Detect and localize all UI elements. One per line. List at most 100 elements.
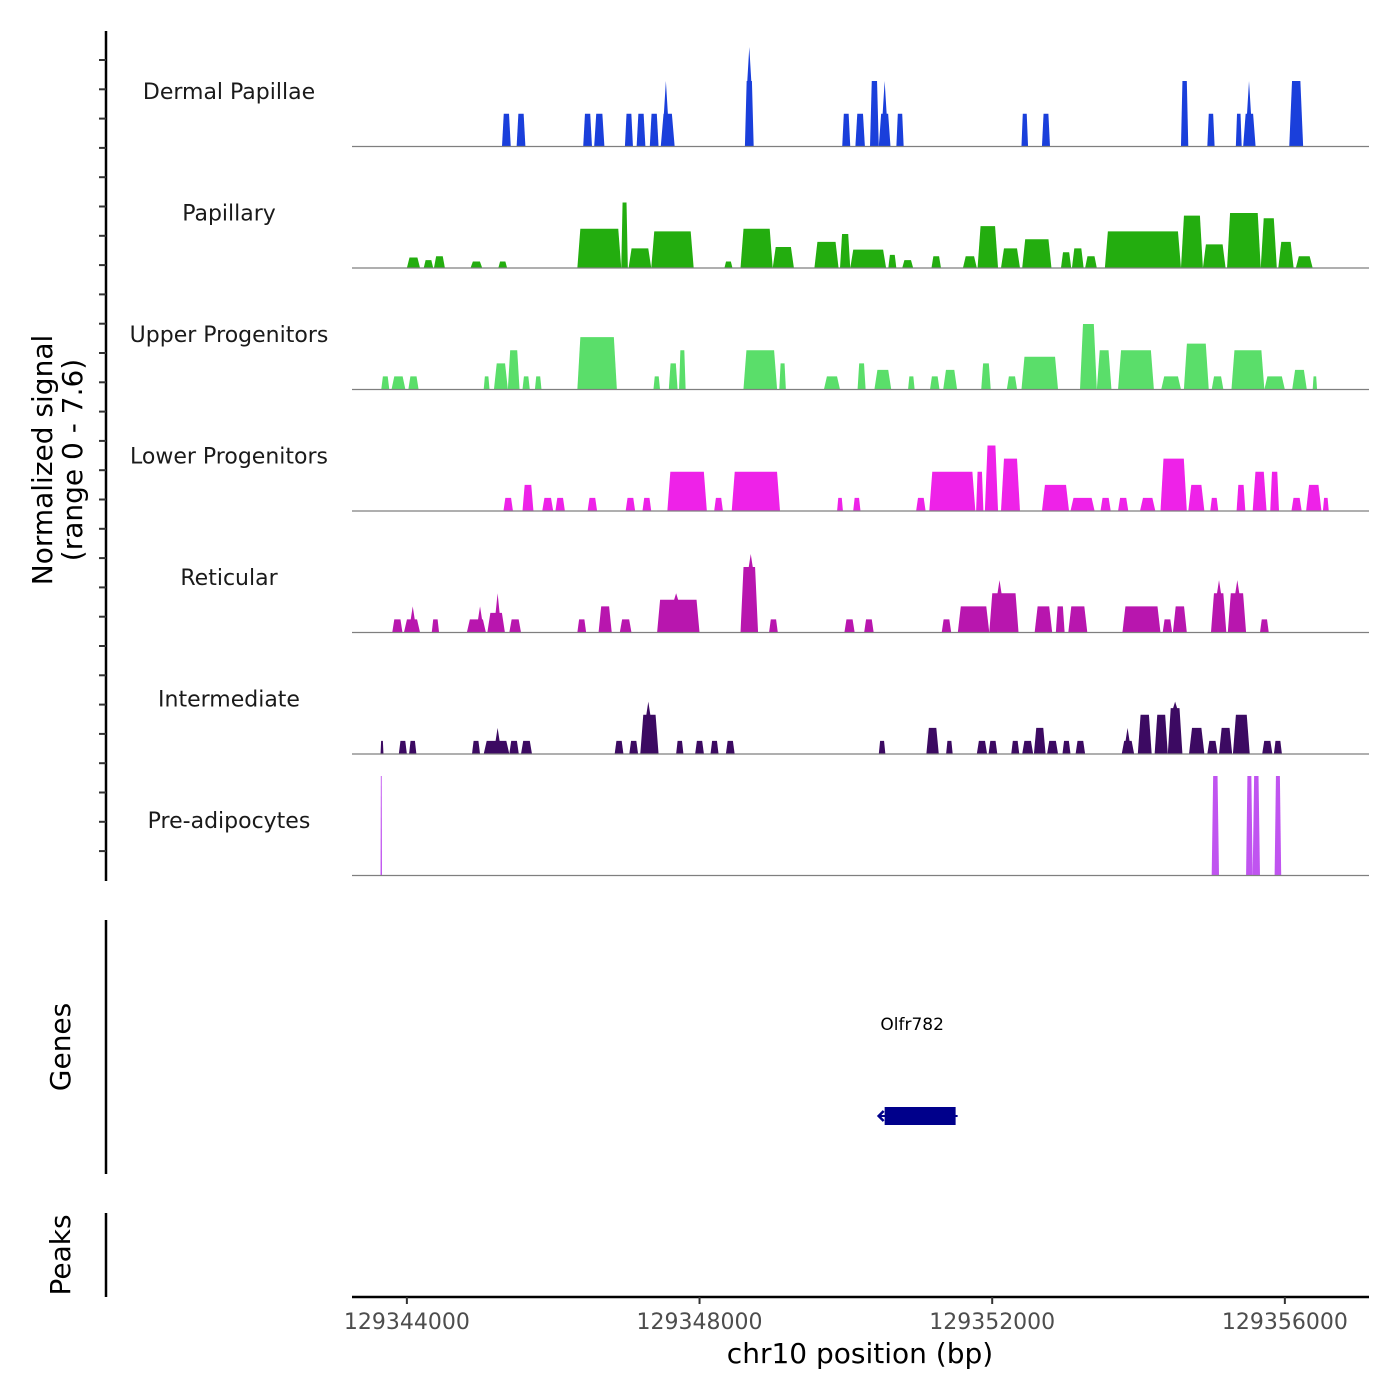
signal-peak	[1139, 497, 1156, 511]
signal-peak	[902, 260, 914, 268]
signal-peak	[1252, 471, 1267, 511]
signal-peak	[1273, 740, 1282, 754]
signal-peak	[1291, 497, 1302, 511]
signal-peak	[471, 740, 481, 754]
x-axis-title: chr10 position (bp)	[727, 1337, 993, 1370]
signal-peak	[1079, 324, 1097, 390]
signal-peak	[501, 113, 511, 147]
track-dermal-papillae: Dermal Papillae	[143, 47, 1369, 148]
x-tick-label: 129344000	[344, 1310, 470, 1335]
signal-peak	[1060, 252, 1072, 268]
signal-peak	[619, 619, 632, 633]
peaks-track-title: Peaks	[44, 1214, 77, 1295]
signal-peak	[1021, 356, 1059, 390]
signal-peak	[1183, 343, 1209, 390]
signal-peak	[962, 256, 977, 268]
signal-peak	[857, 363, 866, 390]
signal-peak	[1180, 215, 1203, 268]
signal-peak	[1062, 740, 1071, 754]
signal-peak	[534, 376, 542, 390]
signal-peak	[1068, 606, 1088, 633]
signal-peak	[487, 593, 505, 633]
signal-peak	[981, 363, 991, 390]
gene-olfr782: Olfr782	[876, 1015, 958, 1125]
signal-peak	[850, 249, 887, 268]
signal-peak	[888, 254, 897, 268]
signal-peak	[878, 81, 891, 147]
signal-peak	[398, 740, 407, 754]
signal-peak	[1180, 81, 1189, 147]
signal-peak	[957, 606, 990, 633]
signal-peak	[542, 497, 554, 511]
track-upper-progenitors: Upper Progenitors	[130, 323, 1369, 391]
track-lower-progenitors: Lower Progenitors	[130, 445, 1369, 512]
signal-peak	[493, 363, 508, 390]
signal-peak	[870, 81, 879, 147]
signal-peak	[409, 740, 417, 754]
y-axis-title-line-1: Normalized signal	[26, 335, 59, 586]
signal-peak	[498, 261, 508, 268]
signal-peak	[743, 350, 778, 390]
signal-peak	[1264, 376, 1285, 390]
signal-peak	[408, 376, 419, 390]
y-axis-title-line-2: (range 0 - 7.6)	[56, 359, 89, 561]
signal-peak	[406, 257, 421, 268]
coverage-y-ticks	[99, 59, 106, 853]
signal-peak	[989, 580, 1019, 633]
signal-peak	[1041, 484, 1070, 511]
signal-peak	[1210, 580, 1227, 633]
signal-peak	[724, 261, 733, 268]
signal-peak	[657, 593, 700, 633]
signal-peak	[1232, 714, 1250, 754]
signal-peak	[853, 497, 861, 511]
signal-peak	[946, 740, 953, 754]
signal-peak	[577, 228, 622, 268]
signal-peak	[1000, 458, 1021, 511]
track-reticular: Reticular	[180, 553, 1369, 634]
signal-peak	[1047, 740, 1059, 754]
signal-peak	[1041, 113, 1050, 147]
signal-peak	[676, 740, 684, 754]
signal-peak	[640, 701, 659, 754]
signal-peak	[1021, 113, 1029, 147]
track-label: Lower Progenitors	[130, 445, 328, 470]
signal-peak	[380, 776, 382, 876]
track-label: Papillary	[182, 202, 276, 227]
signal-peak	[695, 740, 704, 754]
signal-peak	[1055, 606, 1065, 633]
signal-peak	[470, 261, 483, 268]
signal-peak	[1033, 727, 1046, 754]
signal-peak	[1211, 376, 1224, 390]
signal-peak	[507, 350, 520, 390]
signal-peak	[814, 241, 839, 268]
signal-peak	[1202, 244, 1226, 268]
track-intermediate: Intermediate	[158, 688, 1369, 755]
genes-track: Olfr782	[876, 1015, 958, 1125]
signal-peak	[1236, 484, 1246, 511]
coverage-y-axis-title: Normalized signal (range 0 - 7.6)	[26, 335, 89, 586]
signal-peak	[1227, 580, 1247, 633]
signal-peak	[577, 337, 617, 390]
signal-peak	[1219, 727, 1233, 754]
signal-peak	[1260, 218, 1277, 268]
signal-peak	[1259, 619, 1269, 633]
signal-peak	[431, 619, 440, 633]
signal-peak	[874, 369, 892, 390]
signal-peak	[1246, 776, 1253, 876]
signal-peak	[878, 740, 886, 754]
signal-peak	[926, 727, 939, 754]
signal-peak	[594, 113, 605, 147]
signal-peak	[679, 350, 686, 390]
signal-peak	[840, 233, 851, 268]
signal-peak	[1211, 776, 1220, 876]
signal-peak	[521, 740, 532, 754]
signal-peak	[1000, 248, 1021, 268]
signal-peak	[509, 740, 519, 754]
track-label: Upper Progenitors	[130, 323, 329, 348]
signal-peak	[651, 231, 694, 268]
signal-peak	[1270, 471, 1280, 511]
signal-peak	[587, 497, 598, 511]
signal-peak	[1075, 740, 1086, 754]
signal-peak	[1096, 350, 1112, 390]
signal-peak	[1161, 376, 1181, 390]
